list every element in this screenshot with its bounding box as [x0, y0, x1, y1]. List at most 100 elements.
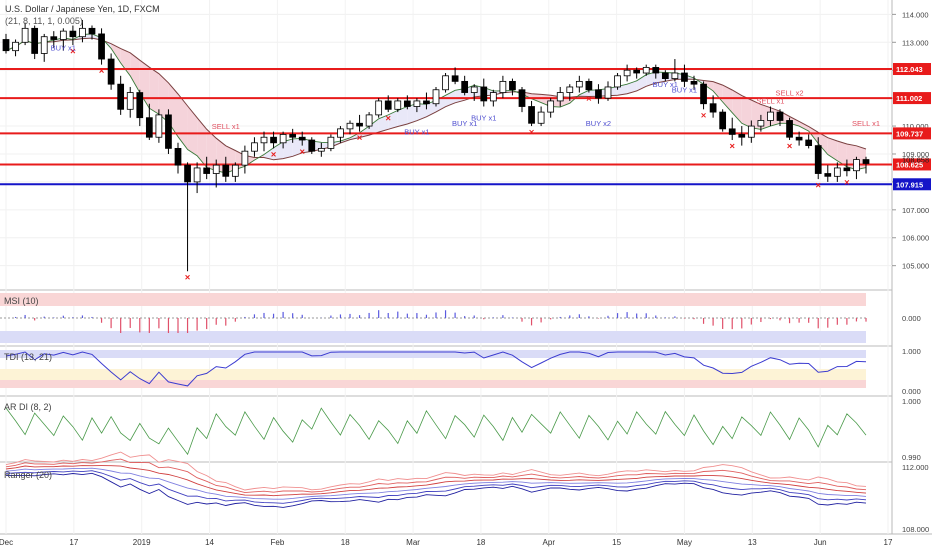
- candle: [356, 122, 363, 127]
- x-tick-label: 18: [476, 538, 485, 547]
- signal-cross: [271, 152, 276, 157]
- candle: [805, 139, 813, 147]
- candle: [595, 89, 602, 99]
- candle: [394, 100, 402, 110]
- signal-annotation: BUY x1: [471, 113, 496, 122]
- candle: [50, 36, 58, 40]
- level-tag: [893, 178, 931, 191]
- x-tick-label: May: [677, 538, 692, 547]
- signal-cross: [701, 112, 706, 118]
- candle: [575, 80, 583, 88]
- signal-cross: [529, 129, 534, 135]
- signal-cross: [70, 48, 76, 54]
- candle: [279, 134, 287, 144]
- y-tick-label: 105.000: [902, 262, 929, 271]
- y-tick-label: 110.000: [902, 122, 929, 131]
- candle: [824, 173, 832, 177]
- ma-band: [273, 141, 284, 160]
- candle: [709, 103, 717, 113]
- ardi-tick: 1.000: [902, 397, 921, 406]
- y-tick-label: 114.000: [902, 10, 929, 19]
- candle: [757, 120, 765, 127]
- candle: [241, 150, 249, 166]
- ranger-band: [5, 467, 867, 500]
- panel-label-ardi: AR DI (8, 2): [4, 402, 52, 412]
- signal-annotation: SELL x2: [776, 88, 804, 97]
- ma-band: [416, 103, 427, 121]
- tdi-tick: 0.000: [902, 387, 921, 396]
- candle: [384, 100, 392, 110]
- ranger-band: [5, 472, 867, 508]
- x-tick-label: 17: [884, 538, 893, 547]
- ma-band: [799, 121, 809, 132]
- candle: [862, 159, 870, 164]
- candle: [738, 134, 746, 138]
- x-tick-label: Feb: [270, 538, 284, 547]
- candle: [451, 75, 459, 82]
- level-tag: [893, 127, 931, 140]
- signal-annotation: BUY x1: [672, 86, 697, 95]
- msi-zone-lower: [0, 331, 866, 343]
- candle: [260, 136, 268, 144]
- candle: [432, 89, 440, 105]
- ma-band: [741, 95, 752, 128]
- level-tag: [893, 92, 931, 105]
- candle: [59, 30, 67, 40]
- signal-annotation: BUY x1: [51, 44, 76, 53]
- x-tick-label: 14: [205, 538, 214, 547]
- candle: [165, 114, 172, 149]
- ranger-band: [5, 470, 867, 504]
- candle: [767, 111, 774, 121]
- ranger-band: [5, 451, 867, 491]
- signal-cross: [357, 135, 362, 140]
- candle: [719, 111, 727, 130]
- candle: [442, 75, 449, 91]
- ma-band: [646, 71, 656, 87]
- ma-band: [369, 118, 379, 136]
- ma-band: [197, 117, 207, 168]
- candle: [12, 41, 19, 52]
- panel-label-msi: MSI (10): [4, 296, 39, 306]
- candle: [470, 86, 478, 93]
- x-tick-label: 15: [612, 538, 621, 547]
- candle: [365, 114, 373, 127]
- candle: [145, 117, 153, 138]
- signal-cross: [99, 68, 104, 73]
- candle: [212, 164, 220, 174]
- ranger-band: [5, 465, 867, 497]
- candle: [518, 89, 526, 107]
- signal-annotation: SELL x1: [852, 119, 880, 128]
- candle: [270, 136, 277, 144]
- level-tag: [893, 158, 931, 171]
- candle: [155, 114, 163, 138]
- ardi-tick: 0.990: [902, 453, 921, 462]
- candle: [652, 67, 660, 74]
- ranger-tick: 112.000: [902, 463, 929, 472]
- candle: [499, 80, 507, 93]
- ma-band: [187, 106, 198, 156]
- x-tick-label: Dec: [0, 538, 13, 547]
- candle: [843, 167, 851, 172]
- candle: [633, 69, 641, 74]
- candle: [69, 30, 77, 38]
- candle: [461, 80, 469, 93]
- ma-band: [206, 129, 217, 171]
- indicator-params: (21, 8, 11, 1, 0.005): [5, 16, 83, 26]
- candle: [671, 72, 679, 79]
- candle: [289, 134, 297, 138]
- candle: [184, 164, 191, 183]
- candle: [126, 92, 134, 110]
- x-tick-label: 13: [748, 538, 757, 547]
- signal-cross: [586, 96, 592, 101]
- candle: [174, 147, 182, 166]
- signal-cross: [729, 143, 735, 149]
- ma-band: [292, 138, 303, 157]
- tdi-zone-mid: [0, 369, 866, 381]
- candle: [98, 33, 105, 60]
- ma-band: [694, 78, 704, 85]
- candle: [308, 139, 316, 152]
- signal-cross: [385, 115, 391, 121]
- candle: [298, 136, 306, 141]
- ma-band: [388, 110, 398, 130]
